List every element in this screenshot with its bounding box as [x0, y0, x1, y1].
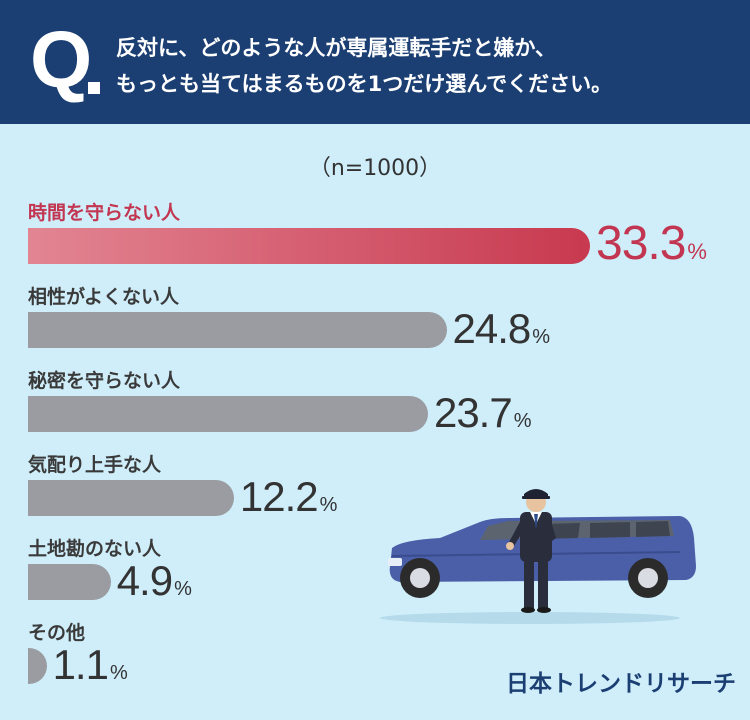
- value-number: 24.8: [452, 305, 532, 352]
- bar: [28, 648, 47, 684]
- question-line-1: 反対に、どのような人が専属運転手だと嫌か、: [116, 36, 556, 60]
- bar: [28, 564, 111, 600]
- category-label: その他: [28, 622, 86, 644]
- category-label: 相性がよくない人: [28, 286, 180, 308]
- category-label: 時間を守らない人: [28, 202, 181, 224]
- value-label: 12.2%: [240, 476, 338, 518]
- value-number: 12.2: [239, 473, 319, 520]
- value-number: 33.3: [596, 217, 686, 270]
- brand-logo: 日本トレンドリサーチ: [506, 671, 736, 697]
- value-label: 33.3%: [596, 220, 707, 268]
- category-label: 土地勘のない人: [28, 538, 162, 560]
- bar: [28, 396, 428, 432]
- bar: [28, 312, 447, 348]
- sample-size-label: （n=1000）: [308, 156, 442, 181]
- value-unit: %: [513, 410, 532, 432]
- value-label: 24.8%: [453, 308, 551, 350]
- value-unit: %: [109, 662, 128, 684]
- value-number: 1.1: [52, 641, 109, 688]
- value-number: 4.9: [116, 557, 173, 604]
- category-label: 気配り上手な人: [28, 454, 162, 476]
- value-label: 23.7%: [434, 392, 532, 434]
- value-label: 1.1%: [53, 644, 128, 686]
- question-marker-dot: [88, 82, 100, 94]
- value-unit: %: [687, 239, 707, 264]
- bar: [28, 480, 234, 516]
- question-marker: Q: [30, 15, 93, 104]
- value-number: 23.7: [433, 389, 513, 436]
- bar: [28, 228, 590, 264]
- value-unit: %: [532, 326, 551, 348]
- question-text: 反対に、どのような人が専属運転手だと嫌か、 もっとも当てはまるものを1つだけ選ん…: [116, 30, 736, 102]
- value-unit: %: [319, 494, 338, 516]
- chauffeur-limousine-illustration: [380, 489, 696, 624]
- value-unit: %: [174, 578, 192, 600]
- question-header: Q 反対に、どのような人が専属運転手だと嫌か、 もっとも当てはまるものを1つだけ…: [0, 0, 750, 124]
- question-line-2: もっとも当てはまるものを1つだけ選んでください。: [116, 72, 613, 96]
- value-label: 4.9%: [117, 560, 192, 602]
- category-label: 秘密を守らない人: [28, 370, 181, 392]
